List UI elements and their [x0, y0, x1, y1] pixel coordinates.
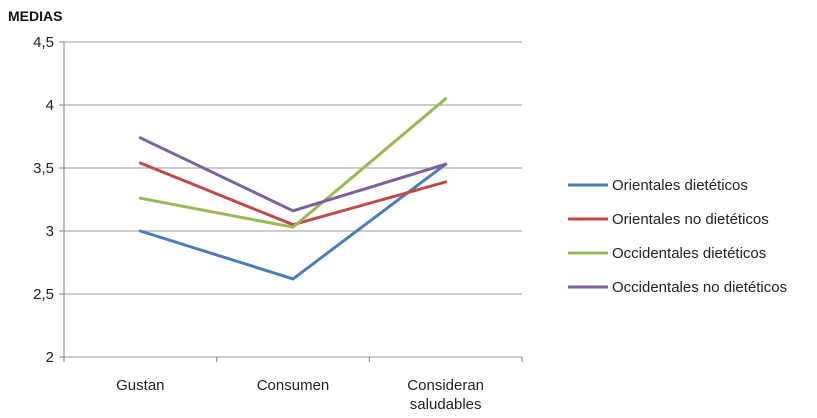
y-tick-label: 4,5 [33, 34, 54, 51]
x-tick-label: Consideran saludables [407, 377, 484, 413]
chart-title: MEDIAS [8, 8, 62, 24]
x-tick-label-line: Consideran [407, 377, 484, 394]
y-tick-labels: 2 2,5 3 3,5 4 4,5 [33, 34, 54, 366]
y-tick-label: 2 [46, 349, 54, 366]
x-tick-labels: Gustan Consumen Consideran saludables [116, 377, 484, 413]
y-tick-label: 4 [46, 97, 54, 114]
legend-label: Orientales no dietéticos [612, 211, 769, 228]
y-tick-label: 3 [46, 223, 54, 240]
legend-label: Occidentales dietéticos [612, 245, 766, 262]
legend-label: Orientales dietéticos [612, 177, 748, 194]
legend: Orientales dietéticos Orientales no dieté… [568, 177, 787, 296]
series-line-3 [138, 97, 448, 229]
axes [59, 41, 523, 362]
x-tick-label: Gustan [116, 377, 164, 394]
x-tick-label-line: saludables [410, 396, 482, 413]
series-lines [138, 97, 448, 281]
y-tick-label: 2,5 [33, 286, 54, 303]
y-tick-label: 3,5 [33, 160, 54, 177]
x-tick-label-line: Consumen [257, 377, 330, 394]
legend-label: Occidentales no dietéticos [612, 279, 787, 296]
series-line-1 [138, 162, 448, 281]
grid-lines [64, 41, 522, 358]
series-line-4 [138, 136, 448, 213]
x-tick-label-line: Gustan [116, 377, 164, 394]
x-tick-label: Consumen [257, 377, 330, 394]
series-line-2 [138, 161, 448, 227]
